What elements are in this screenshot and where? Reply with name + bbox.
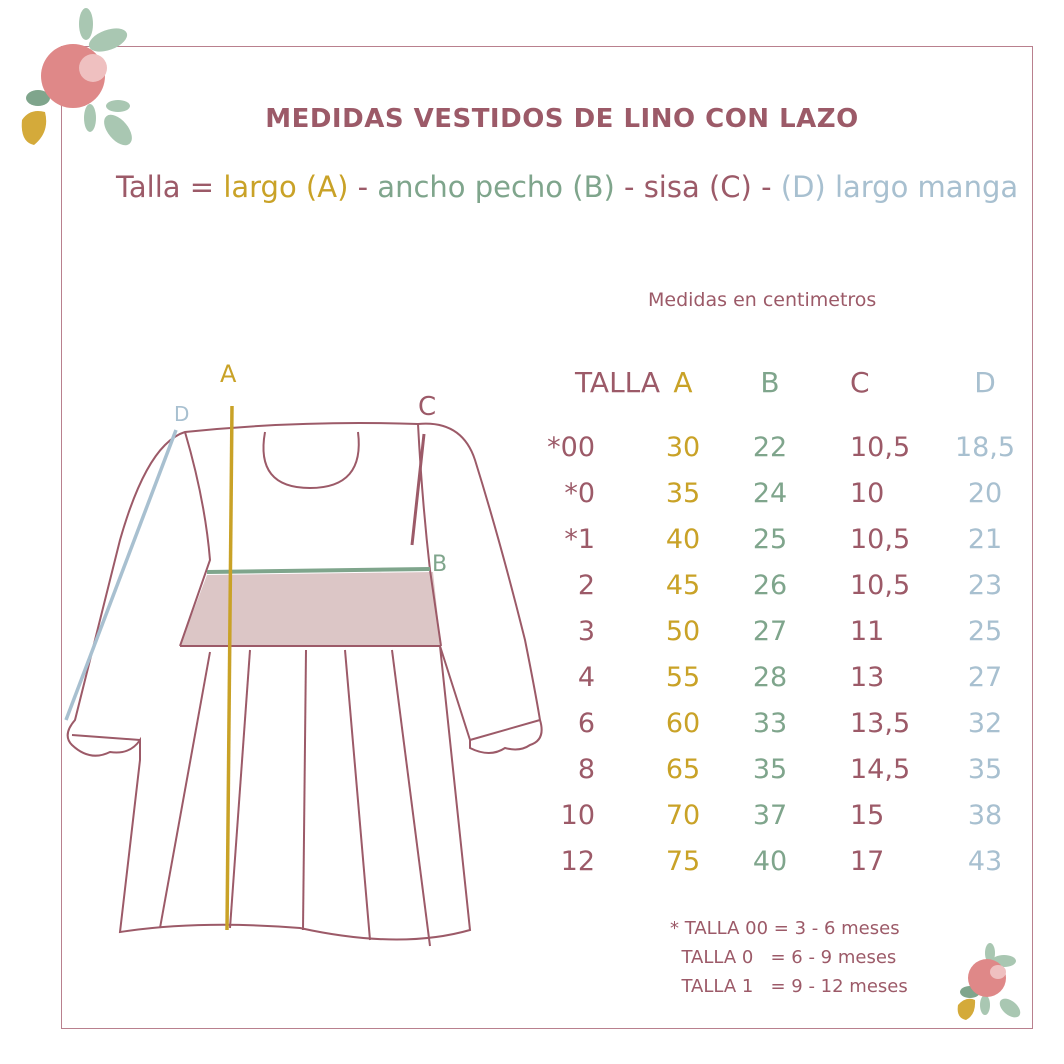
table-cell: 37 xyxy=(752,800,788,831)
table-cell: 11 xyxy=(850,616,885,647)
table-cell: 3 xyxy=(577,616,595,647)
table-cell: 14,5 xyxy=(850,754,911,785)
legend-sep: - xyxy=(348,170,378,204)
measure-line-a xyxy=(225,405,234,931)
table-cell: *1 xyxy=(564,524,595,555)
diagram-label-b: B xyxy=(432,552,448,577)
measure-line-d xyxy=(64,429,178,721)
table-cell: 22 xyxy=(752,432,788,463)
table-cell: 21 xyxy=(967,524,1003,555)
flower-decoration-top xyxy=(21,8,132,146)
table-cell: 60 xyxy=(665,708,701,739)
measurement-legend: Talla = largo (A) - ancho pecho (B) - si… xyxy=(116,170,1018,204)
table-cell: 70 xyxy=(665,800,701,831)
legend-a: largo (A) xyxy=(223,170,349,204)
table-cell: 65 xyxy=(665,754,701,785)
legend-c: sisa (C) xyxy=(643,170,752,204)
table-cell: 17 xyxy=(850,846,885,877)
table-cell: 75 xyxy=(665,846,701,877)
column-header: A xyxy=(673,366,693,399)
table-cell: 32 xyxy=(967,708,1003,739)
table-cell: 35 xyxy=(752,754,788,785)
units-note: Medidas en centimetros xyxy=(648,289,877,311)
table-cell: 10,5 xyxy=(850,432,911,463)
page-title: MEDIDAS VESTIDOS DE LINO CON LAZO xyxy=(265,104,859,134)
table-cell: 23 xyxy=(967,570,1003,601)
table-cell: 40 xyxy=(752,846,788,877)
diagram-label-a: A xyxy=(220,360,237,388)
table-cell: *0 xyxy=(564,478,595,509)
legend-sep: - xyxy=(614,170,644,204)
table-cell: 2 xyxy=(577,570,595,601)
diagram-label-c: C xyxy=(418,392,437,422)
legend-talla: Talla = xyxy=(116,170,215,204)
table-cell: *00 xyxy=(547,432,595,463)
footnote: TALLA 1 = 9 - 12 meses xyxy=(670,976,908,997)
column-header: B xyxy=(760,366,780,399)
table-cell: 33 xyxy=(752,708,788,739)
table-cell: 25 xyxy=(752,524,788,555)
table-cell: 24 xyxy=(752,478,788,509)
table-cell: 27 xyxy=(967,662,1003,693)
table-cell: 26 xyxy=(752,570,788,601)
table-cell: 35 xyxy=(665,478,701,509)
diagram-label-d: D xyxy=(174,402,190,426)
table-cell: 30 xyxy=(665,432,701,463)
table-cell: 40 xyxy=(665,524,701,555)
table-cell: 6 xyxy=(577,708,595,739)
table-cell: 15 xyxy=(850,800,885,831)
table-cell: 50 xyxy=(665,616,701,647)
table-cell: 12 xyxy=(560,846,595,877)
legend-sep: - xyxy=(751,170,781,204)
table-cell: 38 xyxy=(967,800,1003,831)
column-header: C xyxy=(850,366,870,399)
table-cell: 18,5 xyxy=(954,432,1016,463)
footnote: TALLA 0 = 6 - 9 meses xyxy=(670,947,897,968)
legend-d: (D) largo manga xyxy=(780,170,1019,204)
dress-outline xyxy=(66,422,543,947)
table-cell: 55 xyxy=(665,662,701,693)
table-cell: 28 xyxy=(752,662,788,693)
table-cell: 10,5 xyxy=(850,524,911,555)
table-cell: 43 xyxy=(967,846,1003,877)
frame-border xyxy=(61,46,1033,1029)
table-cell: 45 xyxy=(665,570,701,601)
table-cell: 27 xyxy=(752,616,788,647)
column-header: D xyxy=(974,366,996,399)
legend-b: ancho pecho (B) xyxy=(377,170,615,204)
table-cell: 35 xyxy=(967,754,1003,785)
table-cell: 10 xyxy=(560,800,595,831)
column-header: TALLA xyxy=(575,366,661,399)
table-cell: 13,5 xyxy=(850,708,911,739)
table-cell: 10,5 xyxy=(850,570,911,601)
footnote: * TALLA 00 = 3 - 6 meses xyxy=(670,918,900,939)
table-cell: 13 xyxy=(850,662,885,693)
table-cell: 4 xyxy=(577,662,595,693)
table-cell: 8 xyxy=(577,754,595,785)
table-cell: 25 xyxy=(967,616,1003,647)
table-cell: 20 xyxy=(967,478,1003,509)
table-cell: 10 xyxy=(850,478,885,509)
flower-decoration-bottom xyxy=(957,943,1021,1020)
measure-line-b xyxy=(206,567,431,574)
